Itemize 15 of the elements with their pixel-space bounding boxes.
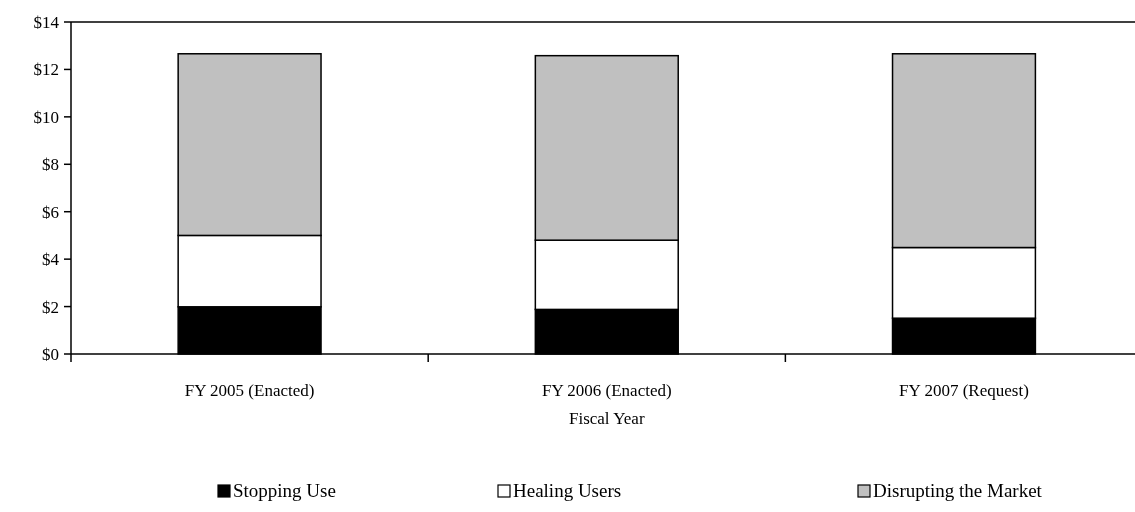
legend-label: Disrupting the Market xyxy=(873,480,1043,501)
y-tick-label: $0 xyxy=(42,344,59,364)
y-tick-label: $4 xyxy=(42,250,60,270)
y-tick-label: $6 xyxy=(42,202,59,222)
y-tick-label: $2 xyxy=(42,297,59,317)
legend-label: Stopping Use xyxy=(233,480,336,501)
y-tick-label: $14 xyxy=(33,12,60,32)
y-tick-label: $12 xyxy=(33,60,59,80)
legend-label: Healing Users xyxy=(513,480,622,501)
y-tick-label: $8 xyxy=(42,155,59,175)
x-tick-label: FY 2005 (Enacted) xyxy=(184,381,315,400)
x-tick-label: FY 2006 (Enacted) xyxy=(541,381,672,400)
y-tick-label: $10 xyxy=(33,107,59,127)
x-tick-label: FY 2007 (Request) xyxy=(899,381,1029,400)
x-axis-title: Fiscal Year xyxy=(569,409,645,428)
